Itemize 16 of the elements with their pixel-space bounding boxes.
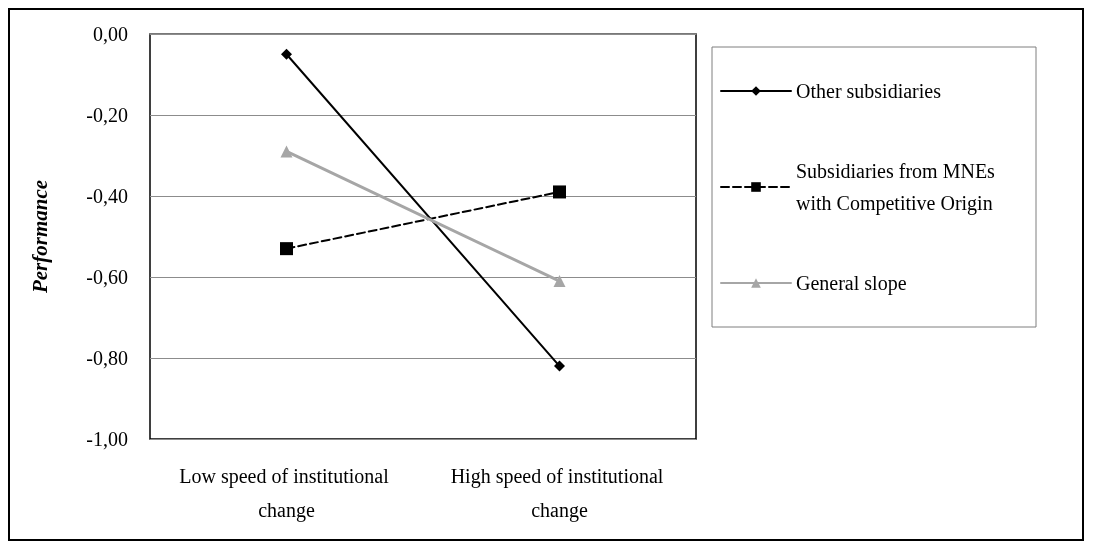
y-tick-label: 0,00 [93,23,128,45]
y-axis-title: Performance [27,179,52,295]
legend-label: General slope [796,272,907,295]
y-tick-label: -1,00 [86,428,128,450]
y-tick-label: -0,80 [86,347,128,369]
x-tick-label: Low speed of institutional change [179,465,394,522]
y-tick-label: -0,20 [86,104,128,126]
x-tick-label: High speed of institutional change [450,465,669,522]
point [280,242,293,256]
y-tick-label: -0,40 [86,185,128,207]
legend-label: Subsidiaries from MNEs with Competitive Origin [796,160,1000,215]
point [554,360,565,372]
y-tick-label: -0,60 [86,266,128,288]
legend-label: Other subsidiaries [796,80,942,102]
point [553,185,566,199]
point [281,48,292,60]
